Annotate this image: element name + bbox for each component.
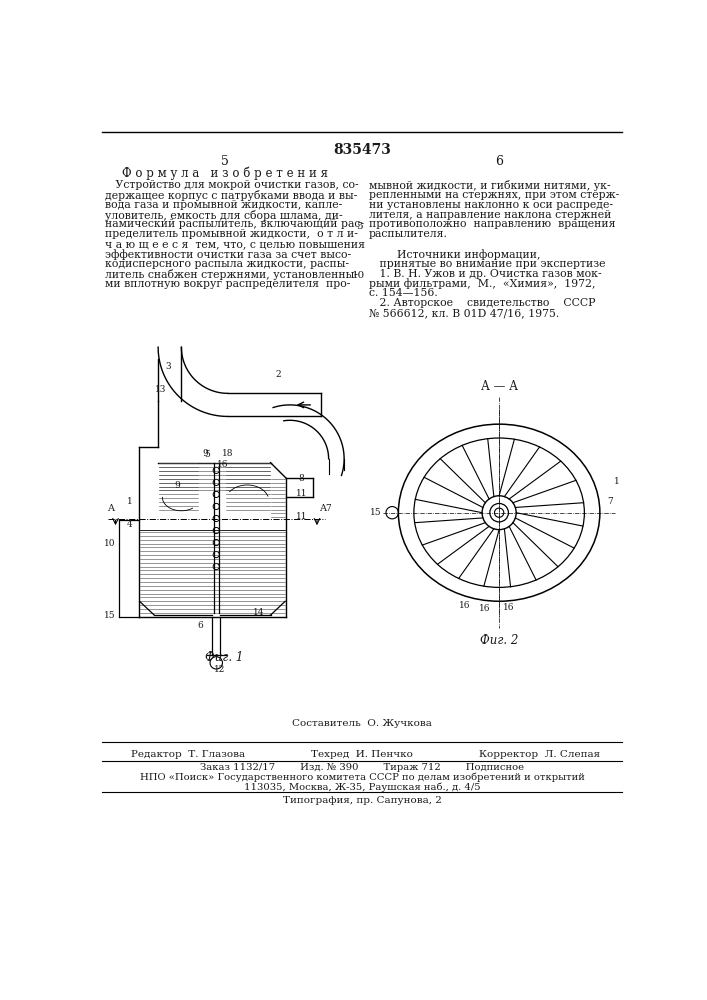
Text: 11: 11: [296, 489, 308, 498]
Text: лителя, а направление наклона стержней: лителя, а направление наклона стержней: [369, 210, 612, 220]
Text: 12: 12: [214, 665, 226, 674]
Text: 113035, Москва, Ж-35, Раушская наб., д. 4/5: 113035, Москва, Ж-35, Раушская наб., д. …: [244, 782, 480, 792]
Text: 5: 5: [356, 222, 363, 231]
Text: 835473: 835473: [333, 143, 391, 157]
Text: 5: 5: [204, 450, 210, 459]
Text: 6: 6: [495, 155, 503, 168]
Text: держащее корпус с патрубками ввода и вы-: держащее корпус с патрубками ввода и вы-: [105, 190, 358, 201]
Text: Фиг. 2: Фиг. 2: [480, 634, 518, 647]
Text: рыми фильтрами,  М.,  «Химия»,  1972,: рыми фильтрами, М., «Химия», 1972,: [369, 279, 595, 289]
Text: ни установлены наклонно к оси распреде-: ни установлены наклонно к оси распреде-: [369, 200, 613, 210]
Text: 16: 16: [459, 601, 470, 610]
Text: 15: 15: [104, 611, 116, 620]
Text: НПО «Поиск» Государственного комитета СССР по делам изобретений и открытий: НПО «Поиск» Государственного комитета СС…: [139, 773, 585, 782]
Text: пределитель промывной жидкости,  о т л и-: пределитель промывной жидкости, о т л и-: [105, 229, 358, 239]
Text: Фиг. 1: Фиг. 1: [205, 651, 243, 664]
Text: 16: 16: [503, 603, 514, 612]
Text: 18: 18: [222, 449, 233, 458]
Text: 6: 6: [198, 621, 204, 630]
Text: 5: 5: [221, 155, 228, 168]
Text: намический распылитель, включающий рас-: намический распылитель, включающий рас-: [105, 219, 364, 229]
Text: A: A: [319, 504, 326, 513]
Text: ч а ю щ е е с я  тем, что, с целью повышения: ч а ю щ е е с я тем, что, с целью повыше…: [105, 239, 366, 249]
Text: 10: 10: [105, 539, 116, 548]
Text: 2: 2: [276, 370, 281, 379]
Text: Ф о р м у л а   и з о б р е т е н и я: Ф о р м у л а и з о б р е т е н и я: [122, 166, 328, 180]
Text: 13: 13: [155, 385, 166, 394]
Text: 8: 8: [298, 474, 305, 483]
Text: 1. В. Н. Ужов и др. Очистка газов мок-: 1. В. Н. Ужов и др. Очистка газов мок-: [369, 269, 602, 279]
Text: с. 154—156.: с. 154—156.: [369, 288, 438, 298]
Text: 7: 7: [607, 497, 614, 506]
Text: кодисперсного распыла жидкости, распы-: кодисперсного распыла жидкости, распы-: [105, 259, 349, 269]
Text: 14: 14: [253, 608, 264, 617]
Text: 16: 16: [217, 460, 228, 469]
Text: № 566612, кл. В 01D 47/16, 1975.: № 566612, кл. В 01D 47/16, 1975.: [369, 308, 559, 318]
Text: Редактор  Т. Глазова: Редактор Т. Глазова: [131, 750, 245, 759]
Text: мывной жидкости, и гибкими нитями, ук-: мывной жидкости, и гибкими нитями, ук-: [369, 180, 611, 191]
Text: A: A: [107, 504, 114, 513]
Text: принятые во внимание при экспертизе: принятые во внимание при экспертизе: [369, 259, 605, 269]
Text: Устройство для мокрой очистки газов, со-: Устройство для мокрой очистки газов, со-: [105, 180, 359, 190]
Text: уловитель, емкость для сбора шлама, ди-: уловитель, емкость для сбора шлама, ди-: [105, 210, 343, 221]
Text: 1: 1: [127, 497, 132, 506]
Text: 2. Авторское    свидетельство    СССР: 2. Авторское свидетельство СССР: [369, 298, 595, 308]
Text: 16: 16: [479, 604, 491, 613]
Text: вода газа и промывной жидкости, капле-: вода газа и промывной жидкости, капле-: [105, 200, 343, 210]
Text: 9: 9: [202, 449, 209, 458]
Text: распылителя.: распылителя.: [369, 229, 448, 239]
Text: Источники информации,: Источники информации,: [369, 249, 540, 260]
Text: Техред  И. Пенчко: Техред И. Пенчко: [311, 750, 413, 759]
Text: 1: 1: [614, 477, 619, 486]
Text: Составитель  О. Жучкова: Составитель О. Жучкова: [292, 719, 432, 728]
Text: 15: 15: [370, 508, 381, 517]
Text: Заказ 1132/17        Изд. № 390        Тираж 712        Подписное: Заказ 1132/17 Изд. № 390 Тираж 712 Подпи…: [200, 763, 524, 772]
Text: 3: 3: [165, 362, 171, 371]
Text: А — А: А — А: [481, 380, 518, 393]
Text: эффективности очистки газа за счет высо-: эффективности очистки газа за счет высо-: [105, 249, 351, 260]
Text: 9: 9: [175, 481, 180, 490]
Text: 11: 11: [296, 512, 308, 521]
Text: 7: 7: [326, 504, 332, 513]
Text: 10: 10: [351, 271, 365, 280]
Text: Корректор  Л. Слепая: Корректор Л. Слепая: [479, 750, 600, 759]
Text: ми вплотную вокруг распределителя  про-: ми вплотную вокруг распределителя про-: [105, 279, 351, 289]
Text: Типография, пр. Сапунова, 2: Типография, пр. Сапунова, 2: [283, 796, 441, 805]
Text: репленными на стержнях, при этом стерж-: репленными на стержнях, при этом стерж-: [369, 190, 619, 200]
Text: литель снабжен стержнями, установленны-: литель снабжен стержнями, установленны-: [105, 269, 358, 280]
Text: противоположно  направлению  вращения: противоположно направлению вращения: [369, 219, 615, 229]
Text: 4: 4: [127, 520, 132, 529]
